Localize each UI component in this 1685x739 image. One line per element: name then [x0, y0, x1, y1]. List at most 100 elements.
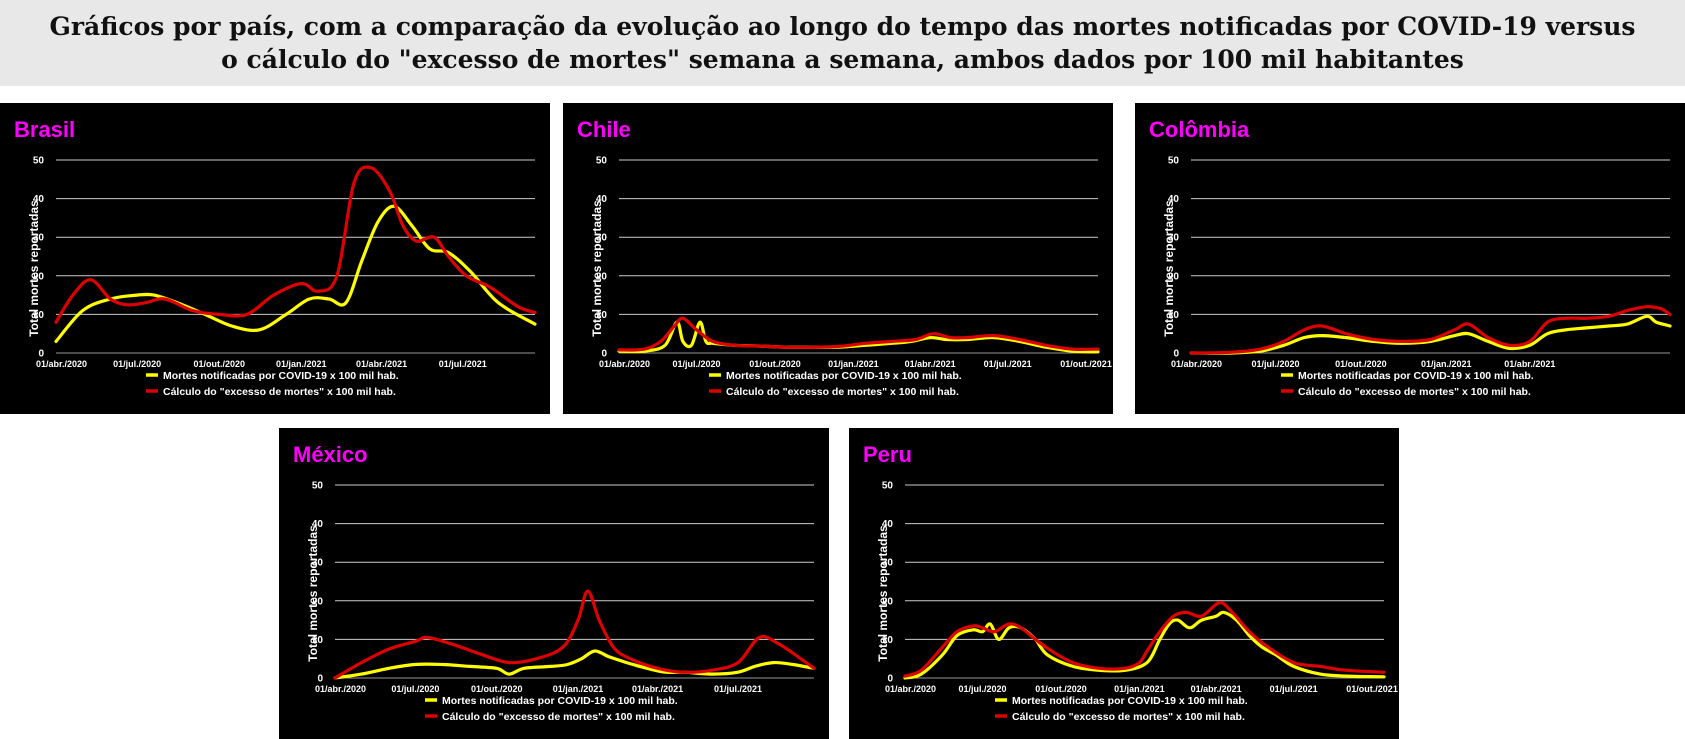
y-tick-label: 10: [312, 635, 324, 646]
y-tick-label: 50: [312, 481, 324, 492]
legend-label-reported: Mortes notificadas por COVID-19 x 100 mi…: [1298, 370, 1534, 382]
y-tick-label: 30: [312, 558, 324, 569]
y-tick-label: 10: [1168, 310, 1180, 321]
chart-title-chile: Chile: [577, 117, 631, 142]
x-tick-label: 01/out./2021: [1346, 684, 1398, 694]
series-line-reported: [1189, 314, 1672, 355]
x-tick-label: 01/out./2021: [1060, 359, 1112, 369]
x-tick-label: 01/abr./2021: [1191, 684, 1242, 694]
chart-panel-brasil: Brasil 0 10 20 30 40 50 01/abr./2020 01/jul./202…: [0, 103, 550, 414]
y-tick-label: 20: [596, 271, 608, 282]
y-tick-label: 50: [1168, 156, 1180, 167]
y-tick-label: 40: [1168, 194, 1180, 205]
x-tick-label: 01/out./2020: [1035, 684, 1087, 694]
chart-brasil-svg: Brasil 0 10 20 30 40 50 01/abr./2020 01/jul./202…: [14, 117, 537, 398]
legend-label-reported: Mortes notificadas por COVID-19 x 100 mi…: [163, 370, 399, 382]
y-tick-label: 0: [38, 349, 44, 360]
x-tick-label: 01/jul./2021: [1270, 684, 1318, 694]
legend-label-excess: Cálculo do "excesso de mortes" x 100 mil…: [726, 386, 959, 398]
y-tick-label: 50: [596, 156, 608, 167]
x-tick-label: 01/jan./2021: [1114, 684, 1165, 694]
y-tick-label: 40: [312, 519, 324, 530]
x-tick-label: 01/jul./2020: [113, 359, 161, 369]
x-tick-label: 01/abr./2020: [1171, 359, 1222, 369]
chart-title-mexico: México: [293, 442, 368, 467]
x-tick-label: 01/out./2020: [471, 684, 523, 694]
chart-colombia-svg: Colômbia 0 10 20 30 40 50 01/abr./2020 01/jul./2…: [1149, 117, 1672, 398]
legend-label-excess: Cálculo do "excesso de mortes" x 100 mil…: [163, 386, 396, 398]
y-tick-label: 0: [601, 349, 607, 360]
y-axis-label: Total mortes reportadas: [590, 200, 604, 337]
legend-label-reported: Mortes notificadas por COVID-19 x 100 mi…: [1012, 695, 1248, 707]
chart-chile-svg: Chile 0 10 20 30 40 50 01/abr./2020 01/jul./2020…: [577, 117, 1112, 398]
y-tick-label: 30: [882, 558, 894, 569]
y-tick-label: 0: [317, 674, 323, 685]
y-tick-label: 20: [882, 596, 894, 607]
x-tick-label: 01/abr./2020: [36, 359, 87, 369]
x-tick-label: 01/jul./2021: [714, 684, 762, 694]
y-axis-label: Total mortes reportadas: [27, 200, 41, 337]
y-tick-label: 0: [887, 674, 893, 685]
chart-panel-colombia: Colômbia 0 10 20 30 40 50 01/abr./2020 01/jul./2…: [1135, 103, 1685, 414]
x-tick-label: 01/abr./2021: [1504, 359, 1555, 369]
x-tick-label: 01/jan./2021: [828, 359, 879, 369]
x-tick-label: 01/abr./2020: [599, 359, 650, 369]
chart-mexico-svg: México 0 10 20 30 40 50 01/abr./2020 01/jul./202…: [293, 442, 816, 723]
y-tick-label: 10: [33, 310, 45, 321]
x-tick-label: 01/jul./2020: [959, 684, 1007, 694]
y-tick-label: 20: [312, 596, 324, 607]
y-tick-label: 40: [882, 519, 894, 530]
y-tick-label: 10: [882, 635, 894, 646]
x-tick-label: 01/jan./2021: [553, 684, 604, 694]
y-axis-label: Total mortes reportadas: [306, 525, 320, 662]
y-tick-label: 20: [1168, 271, 1180, 282]
y-tick-label: 50: [882, 481, 894, 492]
x-tick-label: 01/abr./2021: [632, 684, 683, 694]
y-axis-label: Total mortes reportadas: [1162, 200, 1176, 337]
x-tick-label: 01/out./2020: [193, 359, 245, 369]
x-tick-label: 01/jul./2020: [673, 359, 721, 369]
chart-peru-svg: Peru 0 10 20 30 40 50 01/abr./2020 01/jul./2020 0…: [863, 442, 1398, 723]
figure-title-line-2: o cálculo do "excesso de mortes" semana …: [221, 45, 1464, 74]
figure-title-line-1: Gráficos por país, com a comparação da e…: [49, 12, 1636, 41]
y-axis-label: Total mortes reportadas: [876, 525, 890, 662]
x-tick-label: 01/abr./2021: [356, 359, 407, 369]
legend-label-reported: Mortes notificadas por COVID-19 x 100 mi…: [442, 695, 678, 707]
chart-title-peru: Peru: [863, 442, 912, 467]
x-tick-label: 01/jan./2021: [1421, 359, 1472, 369]
y-tick-label: 30: [33, 233, 45, 244]
chart-title-colombia: Colômbia: [1149, 117, 1250, 142]
legend-label-excess: Cálculo do "excesso de mortes" x 100 mil…: [1012, 711, 1245, 723]
figure-title: Gráficos por país, com a comparação da e…: [0, 0, 1685, 86]
x-tick-label: 01/abr./2021: [905, 359, 956, 369]
y-tick-label: 20: [33, 271, 45, 282]
series-line-reported: [54, 204, 537, 343]
x-tick-label: 01/out./2020: [1335, 359, 1387, 369]
series-line-excess: [333, 589, 816, 680]
chart-panel-chile: Chile 0 10 20 30 40 50 01/abr./2020 01/jul./2020…: [563, 103, 1113, 414]
series-line-reported: [333, 649, 816, 680]
legend-label-excess: Cálculo do "excesso de mortes" x 100 mil…: [1298, 386, 1531, 398]
series-line-excess: [54, 165, 537, 324]
y-tick-label: 0: [1173, 349, 1179, 360]
y-tick-label: 50: [33, 156, 45, 167]
x-tick-label: 01/jul./2020: [391, 684, 439, 694]
series-line-excess: [1189, 305, 1672, 355]
x-tick-label: 01/abr./2020: [315, 684, 366, 694]
y-tick-label: 40: [33, 194, 45, 205]
y-tick-label: 40: [596, 194, 608, 205]
x-tick-label: 01/jan./2021: [276, 359, 327, 369]
y-tick-label: 30: [596, 233, 608, 244]
x-tick-label: 01/jul./2020: [1251, 359, 1299, 369]
chart-title-brasil: Brasil: [14, 117, 75, 142]
y-tick-label: 10: [596, 310, 608, 321]
legend-label-reported: Mortes notificadas por COVID-19 x 100 mi…: [726, 370, 962, 382]
x-tick-label: 01/abr./2020: [885, 684, 936, 694]
chart-panel-mexico: México 0 10 20 30 40 50 01/abr./2020 01/jul./202…: [279, 428, 829, 739]
legend-label-excess: Cálculo do "excesso de mortes" x 100 mil…: [442, 711, 675, 723]
chart-panel-peru: Peru 0 10 20 30 40 50 01/abr./2020 01/jul./2020 0…: [849, 428, 1399, 739]
series-line-reported: [903, 610, 1386, 680]
x-tick-label: 01/jul./2021: [984, 359, 1032, 369]
x-tick-label: 01/jul./2021: [439, 359, 487, 369]
x-tick-label: 01/out./2020: [749, 359, 801, 369]
